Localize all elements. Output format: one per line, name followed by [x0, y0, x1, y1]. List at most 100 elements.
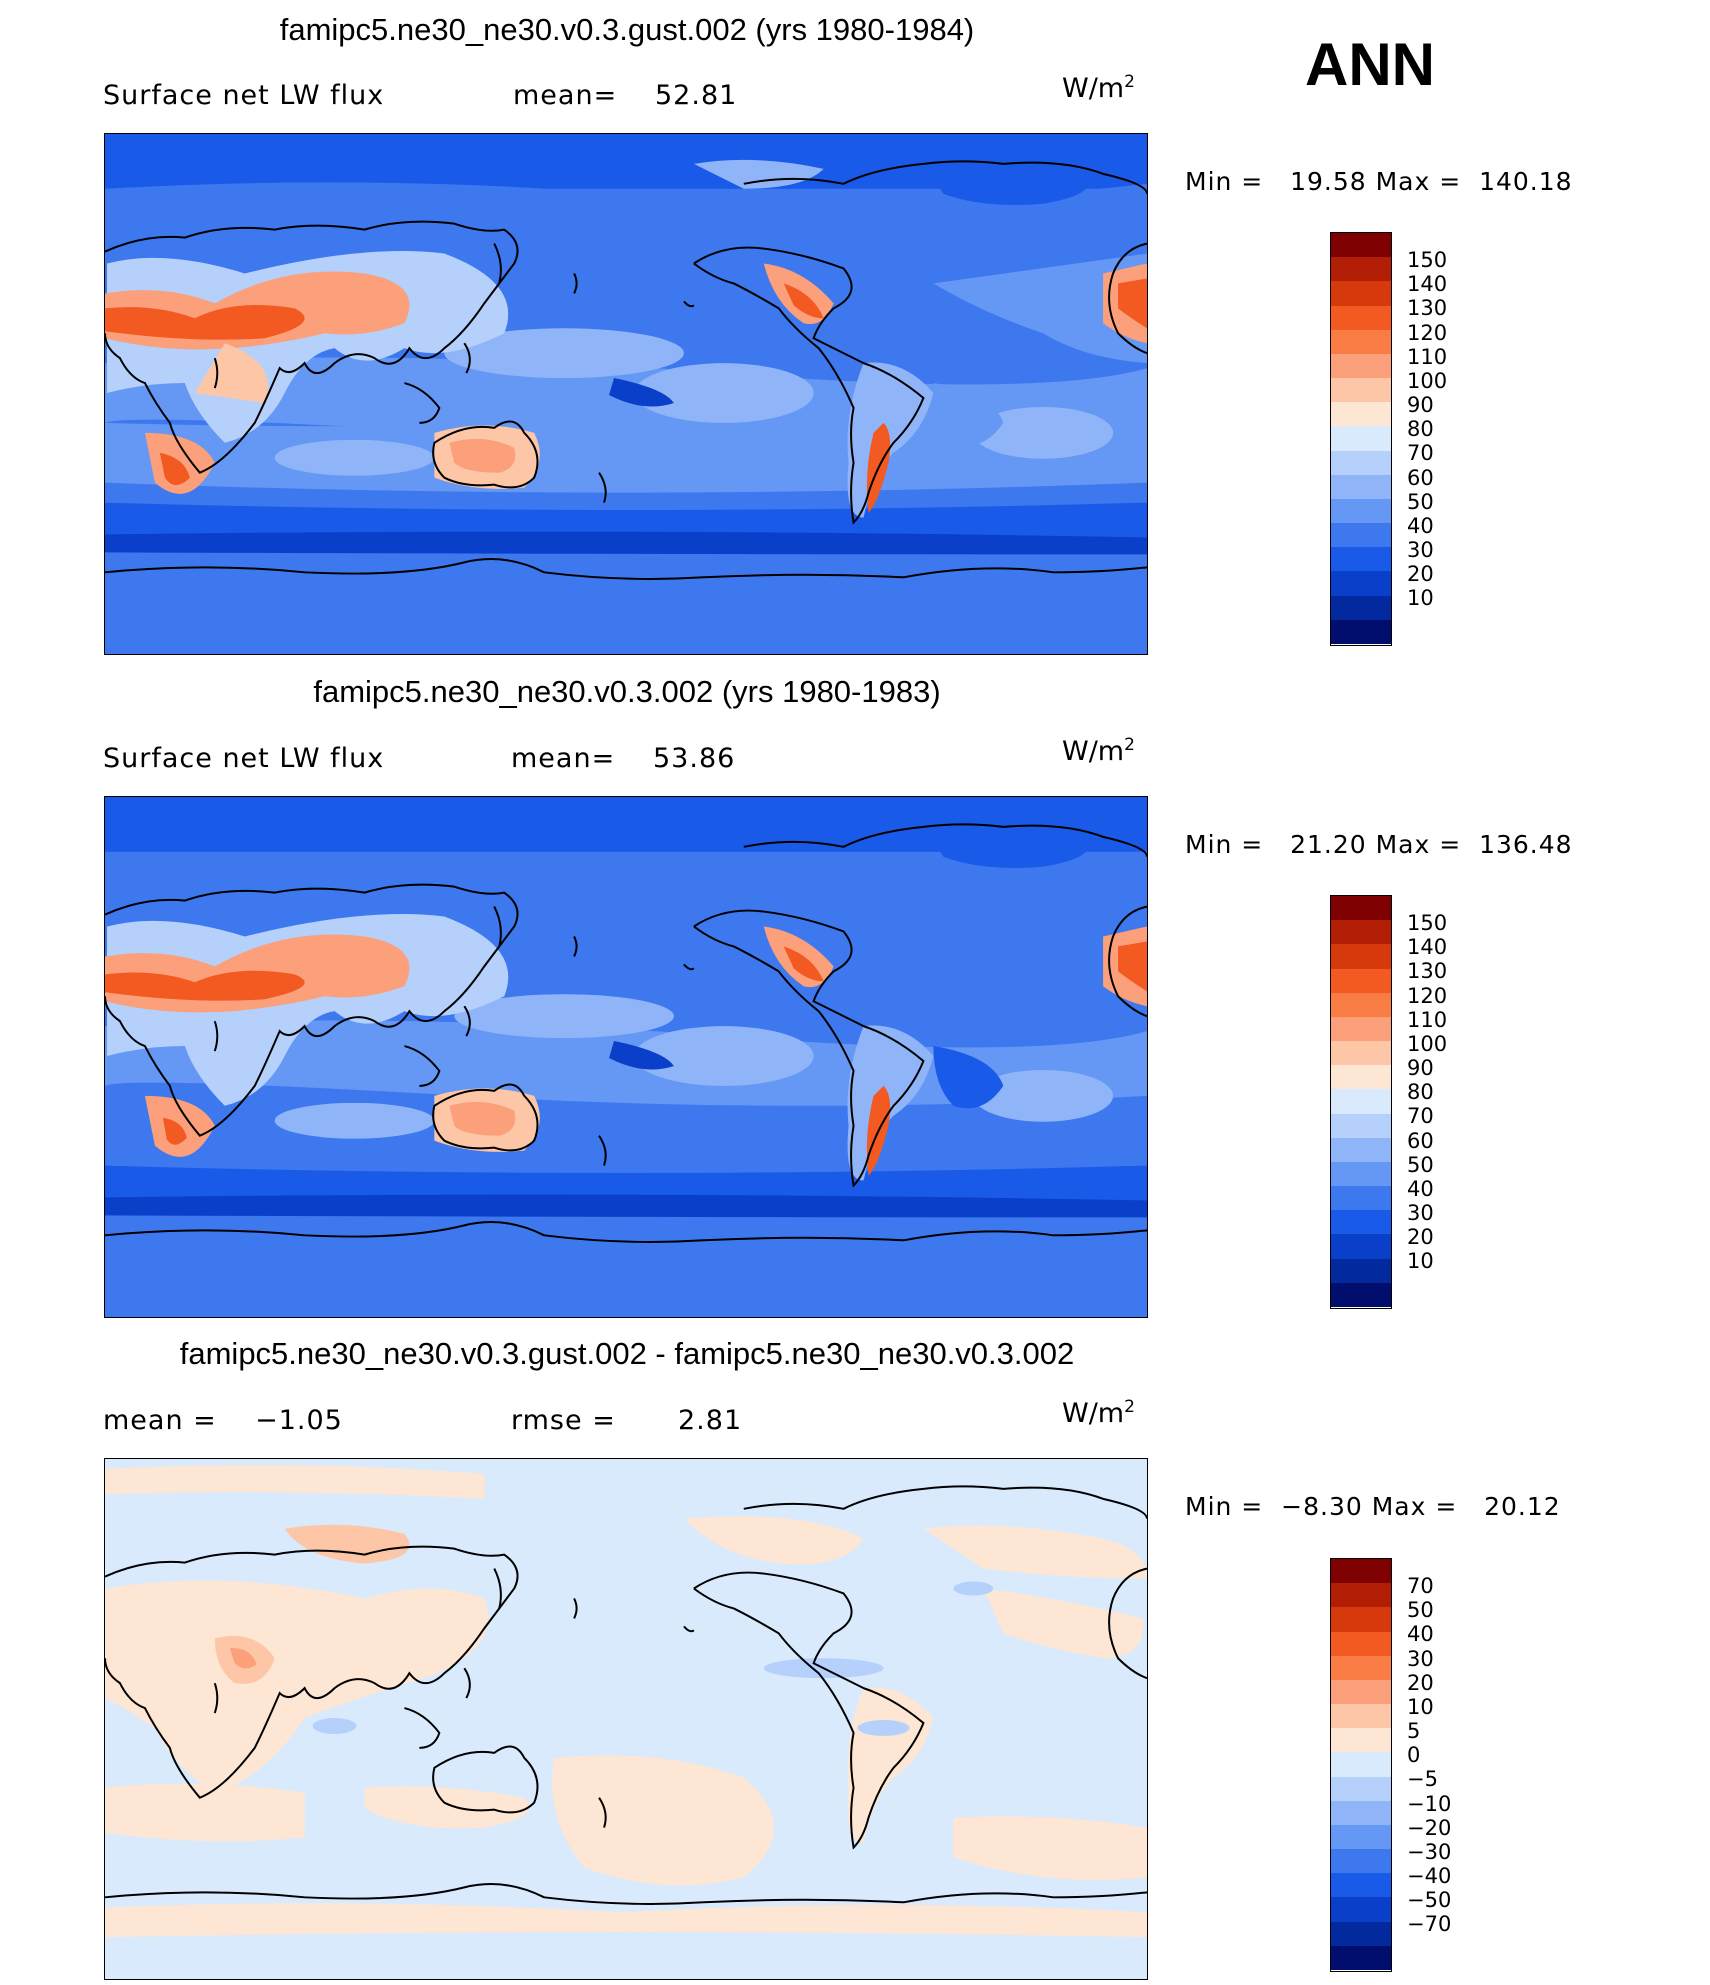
colorbar-swatch	[1331, 1234, 1391, 1259]
colorbar-swatch	[1331, 896, 1391, 921]
panel-3-min-max: Min = −8.30 Max = 20.12	[1185, 1492, 1561, 1521]
colorbar-swatch	[1331, 426, 1391, 451]
colorbar-tick-label: 150	[1407, 248, 1448, 272]
colorbar-swatch	[1331, 1921, 1391, 1946]
colorbar-tick-label: 30	[1407, 1201, 1434, 1226]
panel-1-units: W/m2	[1062, 72, 1135, 104]
colorbar-swatch	[1331, 450, 1391, 475]
colorbar-swatch	[1331, 305, 1391, 330]
panel-1-mean-value: 52.81	[655, 80, 738, 111]
colorbar-tick-label: 80	[1407, 1080, 1434, 1105]
colorbar-swatch	[1331, 1655, 1391, 1680]
panel-1-colorbar	[1330, 232, 1392, 646]
colorbar-swatch	[1331, 571, 1391, 596]
colorbar-swatch	[1331, 1258, 1391, 1283]
colorbar-swatch	[1331, 1849, 1391, 1874]
panel-2-title: famipc5.ne30_ne30.v0.3.002 (yrs 1980-198…	[313, 674, 941, 709]
colorbar-tick-label: 40	[1407, 1622, 1434, 1647]
panel-2-colorbar-labels: 150 140 130 120 110 100 90 80 70 60 50 40 30 20 10	[1407, 911, 1447, 1274]
colorbar-tick-label: 10	[1407, 586, 1434, 611]
colorbar-swatch	[1331, 281, 1391, 306]
colorbar-tick-label: −20	[1407, 1815, 1452, 1840]
colorbar-tick-label: 80	[1407, 417, 1434, 442]
colorbar-swatch	[1331, 1186, 1391, 1211]
colorbar-tick-label: 20	[1407, 562, 1434, 587]
colorbar-swatch	[1331, 968, 1391, 993]
colorbar-swatch	[1331, 944, 1391, 969]
colorbar-tick-label: 50	[1407, 1598, 1434, 1623]
colorbar-tick-label: 50	[1407, 1152, 1434, 1177]
colorbar-swatch	[1331, 498, 1391, 524]
colorbar-tick-label: 110	[1407, 344, 1448, 369]
colorbar-swatch	[1331, 1679, 1391, 1705]
panel-2-units: W/m2	[1062, 735, 1135, 767]
colorbar-swatch	[1331, 547, 1391, 572]
colorbar-swatch	[1331, 1113, 1391, 1138]
panel-3-colorbar	[1330, 1558, 1392, 1972]
colorbar-tick-label: −40	[1407, 1864, 1452, 1889]
panel-3-rmse-value: 2.81	[678, 1405, 743, 1436]
panel-1-title: famipc5.ne30_ne30.v0.3.gust.002 (yrs 198…	[279, 12, 975, 47]
colorbar-tick-label: 50	[1407, 489, 1434, 514]
colorbar-swatch	[1331, 1728, 1391, 1753]
panel-3-units: W/m2	[1062, 1397, 1135, 1429]
colorbar-swatch	[1331, 353, 1391, 379]
colorbar-tick-label: 70	[1407, 441, 1434, 466]
panel-2-map-svg	[105, 797, 1147, 1317]
panel-3-title: famipc5.ne30_ne30.v0.3.gust.002 - famipc…	[179, 1336, 1075, 1371]
panel-1-map-svg	[105, 134, 1147, 654]
colorbar-swatch	[1331, 1897, 1391, 1922]
colorbar-swatch	[1331, 1559, 1391, 1584]
panel-2-map	[104, 796, 1148, 1318]
colorbar-swatch	[1331, 1704, 1391, 1729]
colorbar-swatch	[1331, 1824, 1391, 1850]
colorbar-tick-label: 100	[1407, 1031, 1448, 1056]
colorbar-swatch	[1331, 1583, 1391, 1608]
colorbar-swatch	[1331, 1945, 1391, 1970]
colorbar-tick-label: 30	[1407, 1646, 1434, 1671]
panel-1-colorbar-labels: 150 140 130 120 110 100 90 80 70 60 50 40 30 20 10	[1407, 248, 1447, 611]
colorbar-swatch	[1331, 1873, 1391, 1898]
season-label: ANN	[1305, 31, 1435, 98]
colorbar-tick-label: −50	[1407, 1888, 1452, 1913]
colorbar-swatch	[1331, 1041, 1391, 1066]
colorbar-tick-label: 100	[1407, 368, 1448, 393]
panel-2-mean-value: 53.86	[653, 743, 736, 774]
colorbar-tick-label: 60	[1407, 1128, 1434, 1153]
colorbar-tick-label: 140	[1407, 272, 1448, 297]
colorbar-tick-label: 60	[1407, 465, 1434, 490]
colorbar-tick-label: −30	[1407, 1839, 1452, 1864]
colorbar-swatch	[1331, 920, 1391, 945]
panel-2-variable-label: Surface net LW flux	[103, 743, 385, 774]
colorbar-tick-label: 150	[1407, 911, 1448, 935]
colorbar-tick-label: 130	[1407, 959, 1448, 984]
colorbar-tick-label: 30	[1407, 538, 1434, 563]
colorbar-tick-label: 40	[1407, 1176, 1434, 1201]
panel-3-map-svg	[105, 1459, 1147, 1979]
colorbar-swatch	[1331, 233, 1391, 258]
panel-2-colorbar	[1330, 895, 1392, 1309]
colorbar-swatch	[1331, 523, 1391, 548]
colorbar-swatch	[1331, 1016, 1391, 1042]
panel-2-mean-label: mean=	[511, 743, 616, 774]
colorbar-swatch	[1331, 1137, 1391, 1162]
colorbar-tick-label: 0	[1407, 1743, 1421, 1768]
colorbar-swatch	[1331, 595, 1391, 620]
colorbar-tick-label: 140	[1407, 935, 1448, 960]
colorbar-tick-label: 40	[1407, 513, 1434, 538]
colorbar-tick-label: −5	[1407, 1767, 1438, 1792]
colorbar-swatch	[1331, 474, 1391, 499]
panel-3-rmse-label: rmse =	[511, 1405, 616, 1436]
colorbar-swatch	[1331, 1089, 1391, 1114]
colorbar-swatch	[1331, 1210, 1391, 1235]
colorbar-tick-label: 5	[1407, 1719, 1421, 1744]
colorbar-tick-label: −70	[1407, 1912, 1452, 1937]
colorbar-swatch	[1331, 619, 1391, 644]
colorbar-swatch	[1331, 257, 1391, 282]
colorbar-tick-label: 10	[1407, 1249, 1434, 1274]
panel-3-map	[104, 1458, 1148, 1980]
colorbar-swatch	[1331, 1631, 1391, 1656]
colorbar-tick-label: −10	[1407, 1791, 1452, 1816]
colorbar-swatch	[1331, 1607, 1391, 1632]
